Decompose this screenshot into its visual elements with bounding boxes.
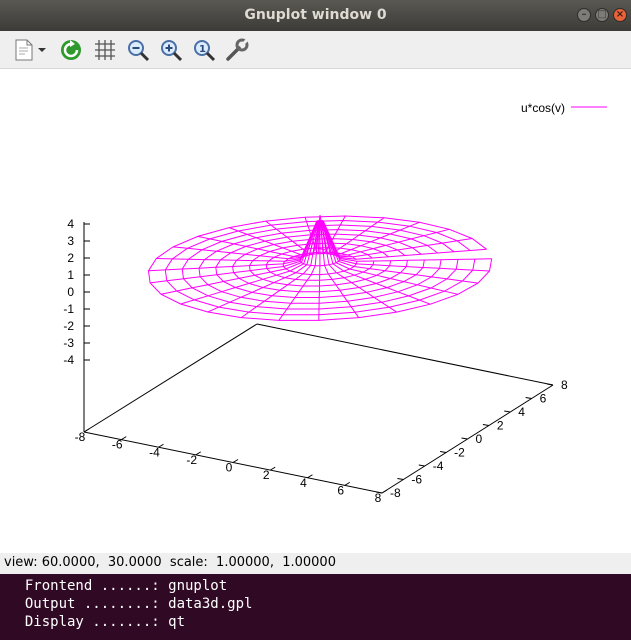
x-tick-label: -8 [75, 430, 86, 444]
z-tick-label: 0 [67, 285, 74, 299]
z-tick-label: 1 [67, 268, 74, 282]
mesh-spoke [318, 222, 321, 321]
mesh-spoke [278, 222, 320, 321]
mesh-spoke [180, 221, 318, 305]
y-tick-label: 8 [561, 378, 568, 392]
x-tick-label: 0 [226, 461, 233, 475]
y-tick-label: 2 [497, 419, 504, 433]
y-tick-label: -8 [390, 486, 401, 500]
y-tick-label: 0 [476, 432, 483, 446]
mesh-spoke [322, 221, 479, 284]
zoom-out-icon [128, 40, 150, 62]
z-tick-label: 4 [67, 217, 74, 231]
mesh-spoke [197, 220, 319, 258]
z-tick-label: -4 [63, 353, 74, 367]
mesh-spoke [160, 221, 318, 295]
y-tick-label: -4 [433, 459, 444, 473]
x-tick-label: 8 [375, 491, 382, 505]
mesh-spoke [322, 220, 473, 258]
mesh-spoke [265, 220, 320, 255]
z-tick-label: 3 [67, 234, 74, 248]
x-tick-label: 4 [300, 476, 307, 490]
x-tick-label: -6 [112, 438, 123, 452]
base-frame [83, 323, 554, 494]
dropdown-arrow-icon [38, 48, 46, 52]
x-tick-label: 2 [263, 468, 270, 482]
toolbar: 1 [0, 31, 631, 69]
y-tick-label: 6 [540, 392, 547, 406]
mesh-spoke [207, 221, 319, 313]
x-tick-label: -4 [149, 445, 160, 459]
mesh-spoke [156, 220, 318, 262]
mesh-spoke [150, 221, 318, 284]
mesh-spoke [320, 215, 346, 255]
export-icon [15, 39, 33, 61]
grid-button[interactable] [91, 36, 119, 64]
mesh-spoke [322, 221, 490, 272]
svg-text:1: 1 [199, 44, 206, 55]
mesh-spoke [148, 221, 318, 272]
mesh-peak [315, 214, 327, 251]
mesh-spoke [240, 222, 319, 319]
minimize-button[interactable]: – [577, 8, 591, 22]
legend-label: u*cos(v) [521, 101, 565, 115]
grid-icon [95, 40, 115, 60]
terminal-line: Output ........: data3d.gpl [8, 596, 253, 612]
mesh-spoke [320, 222, 397, 313]
zoom-reset-icon: 1 [194, 40, 216, 62]
settings-button[interactable] [223, 36, 251, 64]
z-axis: 4 3 2 1 0 -1 -2 -3 -4 [63, 217, 90, 432]
zoom-out-button[interactable] [124, 36, 152, 64]
y-tick-label: -2 [454, 446, 465, 460]
terminal-line: Display .......: qt [8, 614, 186, 630]
close-button[interactable]: × [613, 8, 627, 22]
window-title: Gnuplot window 0 [244, 7, 387, 23]
z-tick-label: -2 [63, 319, 74, 333]
plot-area[interactable]: u*cos(v) 4 3 2 1 0 -1 -2 -3 -4 -8 -6 -4 -2 0 2 4 6 8 -8-… [0, 69, 631, 553]
mesh-spoke [229, 220, 319, 256]
y-tick-label: -6 [411, 473, 422, 487]
mesh-spoke [320, 222, 360, 318]
z-tick-label: -3 [63, 336, 74, 350]
zoom-in-icon [161, 40, 183, 62]
export-button[interactable] [10, 36, 38, 64]
zoom-in-button[interactable] [157, 36, 185, 64]
mesh-spoke [322, 220, 487, 260]
terminal[interactable]: Frontend ......: gnuplot Output ........… [0, 574, 631, 640]
z-tick-label: 2 [67, 251, 74, 265]
export-dropdown[interactable] [35, 36, 49, 64]
x-tick-label: -2 [186, 453, 197, 467]
mesh-spoke [321, 221, 431, 305]
mesh-spoke [322, 220, 492, 262]
terminal-line: Frontend ......: gnuplot [8, 578, 228, 594]
mesh-spoke [322, 221, 459, 295]
mesh-spoke [321, 220, 450, 256]
replot-button[interactable] [57, 36, 85, 64]
y-tick-label: 4 [518, 405, 525, 419]
maximize-button[interactable]: □ [595, 8, 609, 22]
x-tick-label: 6 [337, 483, 344, 497]
zoom-reset-button[interactable]: 1 [190, 36, 218, 64]
title-bar: Gnuplot window 0 – □ × [0, 0, 631, 31]
status-bar: view: 60.0000, 30.0000 scale: 1.00000, 1… [0, 553, 631, 574]
mesh-spoke [304, 217, 321, 255]
mesh-spoke [172, 220, 318, 260]
settings-icon [226, 38, 249, 61]
surface-mesh [147, 214, 493, 321]
replot-icon [61, 40, 81, 60]
z-tick-label: -1 [63, 302, 74, 316]
